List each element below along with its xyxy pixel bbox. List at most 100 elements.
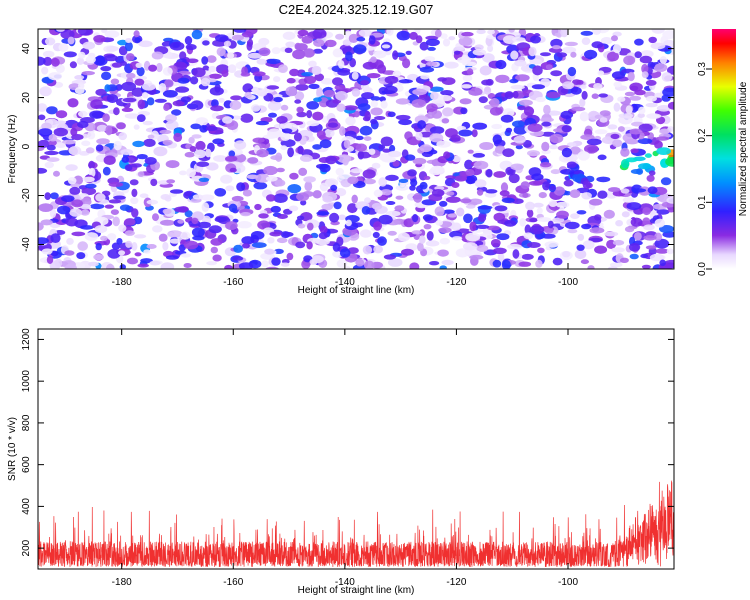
heatmap-cell [485, 168, 493, 178]
heatmap-cell [280, 139, 296, 148]
heatmap-cell [316, 211, 330, 216]
heatmap-cell [372, 231, 380, 239]
heatmap-cell [489, 98, 500, 108]
heatmap-cell [158, 233, 168, 242]
heatmap-cell [477, 205, 493, 210]
heatmap-cell [335, 167, 344, 176]
heatmap-cell [347, 203, 358, 214]
heatmap-cell [319, 182, 329, 192]
heatmap-cell [191, 217, 199, 225]
heatmap-cell [192, 67, 206, 78]
y-tick-label: 20 [21, 92, 32, 104]
heatmap-cell [141, 83, 156, 91]
heatmap-cell [451, 182, 460, 188]
heatmap-cell [55, 142, 66, 148]
heatmap-cell [313, 97, 322, 102]
heatmap-cell [442, 107, 454, 117]
heatmap-cell [236, 182, 246, 192]
heatmap-cell [439, 265, 447, 269]
heatmap-cell [165, 114, 178, 122]
heatmap-cell [567, 228, 578, 234]
heatmap-cell [254, 203, 262, 211]
heatmap-cell [607, 51, 619, 62]
heatmap-cell [294, 91, 305, 101]
heatmap-cell [512, 90, 519, 99]
heatmap-cell [471, 129, 478, 138]
heatmap-cell [170, 189, 184, 194]
heatmap-cell [133, 216, 143, 225]
heatmap-cell [321, 203, 334, 211]
heatmap-cell [447, 213, 457, 218]
heatmap-cell [250, 231, 265, 240]
heatmap-cell [493, 247, 507, 254]
heatmap-cell [224, 264, 233, 269]
heatmap-cell [312, 111, 324, 121]
heatmap-cell [417, 242, 424, 252]
heatmap-cell [373, 245, 383, 254]
heatmap-cell [192, 235, 205, 241]
heatmap-cell [370, 56, 377, 63]
heatmap-cell [294, 99, 302, 104]
heatmap-cell [133, 30, 140, 38]
heatmap-cell [242, 83, 254, 93]
heatmap-cell [407, 169, 417, 177]
heatmap-cell [70, 127, 78, 136]
heatmap-cell [324, 39, 337, 48]
heatmap-cell [439, 237, 450, 245]
heatmap-cell [409, 185, 416, 191]
heatmap-cell [518, 99, 533, 106]
heatmap-cell [49, 261, 61, 269]
heatmap-cell [43, 56, 53, 66]
heatmap-cell [659, 259, 666, 267]
heatmap-cell [51, 57, 60, 67]
heatmap-cell [510, 50, 519, 60]
heatmap-cell [136, 154, 148, 160]
heatmap-cell [126, 53, 135, 61]
heatmap-cell [80, 203, 92, 210]
heatmap-cell [641, 71, 649, 79]
snr-panel: -180 -160 -140 -120 -100 200 400 600 800 1000 120… [7, 328, 675, 596]
heatmap-cell [284, 47, 293, 53]
heatmap-cell [287, 147, 294, 158]
heatmap-cell [504, 91, 514, 100]
heatmap-cell [398, 119, 412, 126]
heatmap-cell [257, 220, 271, 230]
heatmap-cell [227, 64, 237, 73]
heatmap-cell [586, 138, 602, 146]
heatmap-cell [208, 73, 222, 80]
heatmap-cell [312, 144, 322, 150]
heatmap-cell [535, 96, 546, 103]
heatmap-cell [68, 146, 82, 156]
heatmap-cell [298, 167, 308, 176]
heatmap-cell [191, 29, 203, 40]
x-tick-label: -180 [112, 577, 132, 588]
heatmap-cell [113, 140, 122, 151]
heatmap-cell [242, 189, 252, 197]
heatmap-cell [200, 77, 211, 87]
colorbar-ticks: 0.0 0.1 0.2 0.3 [697, 62, 712, 276]
heatmap-cell [280, 104, 289, 111]
heatmap-cell [186, 167, 197, 178]
heatmap-cell [409, 31, 418, 40]
heatmap-cell [582, 240, 595, 250]
x-tick-label: -100 [558, 277, 578, 288]
heatmap-cell [137, 263, 149, 268]
heatmap-cell [90, 99, 103, 110]
heatmap-cell [307, 222, 314, 231]
heatmap-cell [61, 195, 75, 203]
heatmap-cell [48, 133, 58, 142]
heatmap-cell [368, 35, 376, 45]
heatmap-cell [494, 205, 508, 212]
heatmap-cell [357, 151, 372, 159]
heatmap-cell [445, 196, 461, 203]
heatmap-cell [420, 74, 430, 80]
heatmap-cell [414, 115, 429, 124]
heatmap-cell [387, 230, 397, 236]
y-tick-label: 800 [21, 414, 32, 431]
heatmap-cell [272, 94, 283, 98]
heatmap-cell [655, 136, 670, 141]
heatmap-cell [134, 37, 141, 43]
heatmap-cell [580, 134, 595, 140]
heatmap-cell [67, 177, 77, 185]
heatmap-cell [70, 183, 80, 188]
